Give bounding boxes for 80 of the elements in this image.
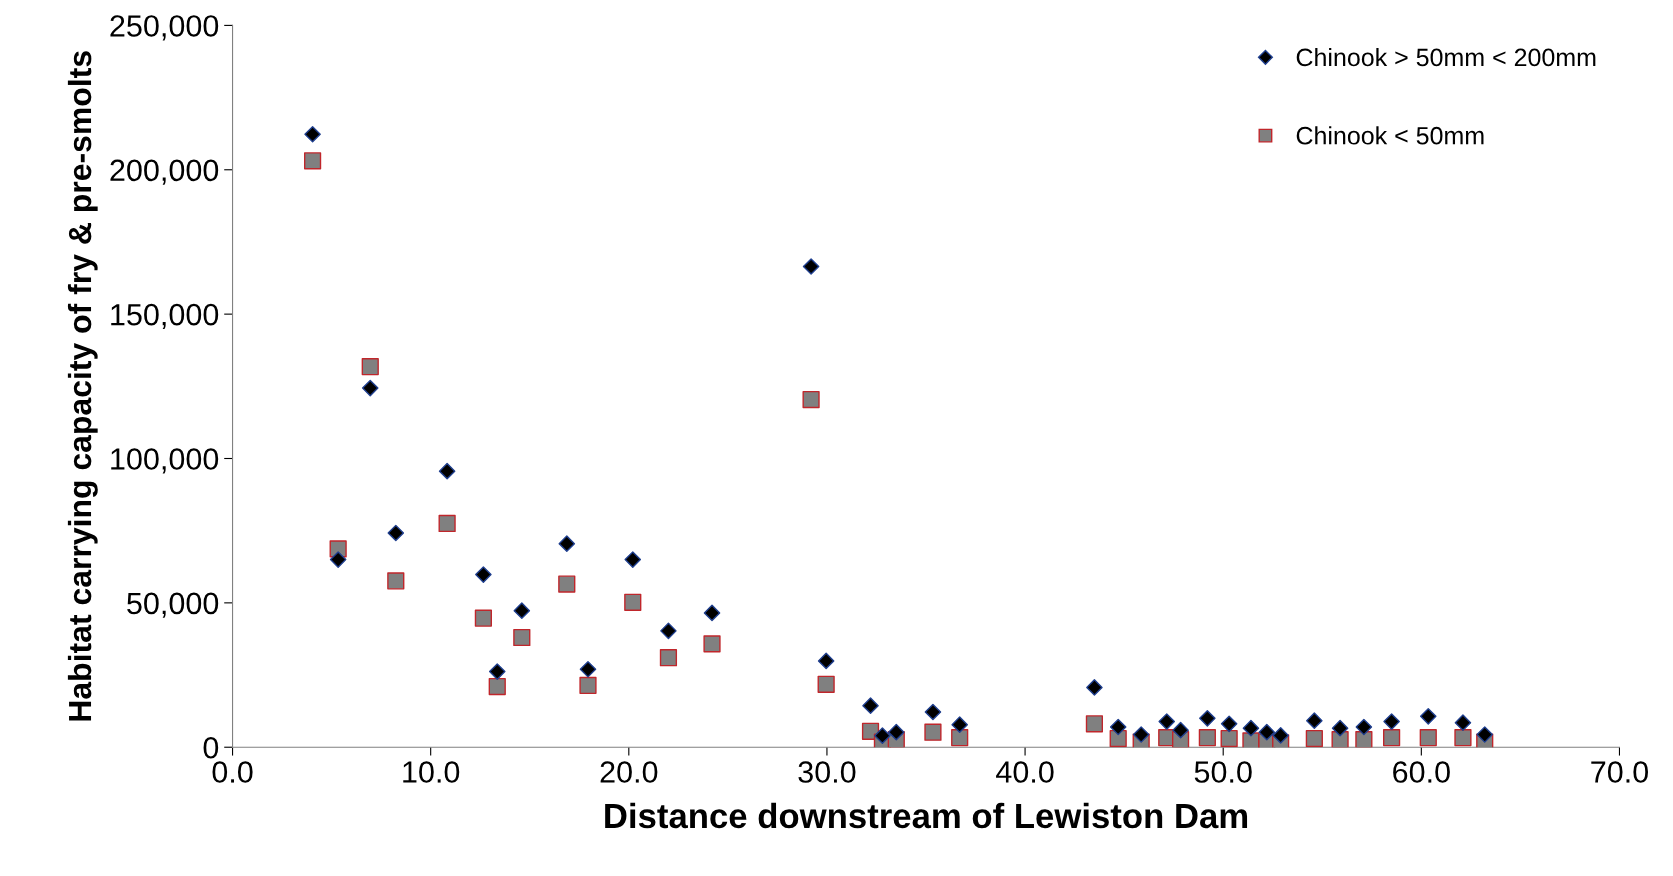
point — [1109, 718, 1127, 736]
point — [513, 628, 531, 647]
point — [303, 152, 322, 170]
x-tick-label: 20.0 — [600, 761, 658, 783]
point — [802, 258, 820, 275]
y-tick-label: 50,000 — [127, 592, 219, 618]
point — [513, 602, 531, 619]
legend-label: Chinook > 50mm < 200mm — [1296, 47, 1596, 67]
point — [703, 604, 721, 622]
point — [817, 675, 835, 693]
x-tick-label: 30.0 — [798, 761, 856, 783]
point — [874, 727, 891, 744]
point — [624, 551, 642, 568]
point — [558, 575, 576, 593]
point — [304, 125, 321, 143]
x-tick-label: 10.0 — [403, 761, 460, 783]
point — [660, 622, 677, 640]
x-tick-label: 50.0 — [1194, 761, 1252, 783]
legend-label: Chinook < 50mm — [1296, 126, 1484, 145]
point — [1086, 679, 1103, 696]
y-tick-label: 0 — [203, 736, 219, 759]
point — [951, 716, 968, 734]
point — [361, 358, 379, 376]
point — [1419, 729, 1437, 747]
point — [579, 660, 597, 678]
point — [1198, 729, 1216, 747]
point — [474, 609, 492, 627]
x-tick-label: 60.0 — [1393, 761, 1450, 783]
point — [1331, 731, 1349, 748]
point — [951, 729, 969, 747]
y-axis-title: Habitat carrying capacity of fry & pre-smolts — [67, 51, 98, 721]
point — [817, 652, 835, 670]
point — [1158, 713, 1176, 730]
point — [1383, 713, 1400, 730]
point — [1172, 721, 1189, 739]
point — [558, 535, 576, 552]
point — [924, 723, 942, 741]
point — [1305, 729, 1323, 748]
y-tick-label: 100,000 — [111, 448, 219, 474]
point — [1476, 726, 1494, 743]
point — [1306, 712, 1323, 729]
point — [438, 462, 456, 480]
point — [1331, 719, 1349, 737]
point — [1132, 726, 1150, 743]
point — [703, 635, 721, 653]
point — [387, 572, 405, 590]
point — [624, 593, 642, 611]
point — [1258, 723, 1276, 741]
x-tick-label: 40.0 — [996, 761, 1054, 783]
point — [924, 703, 942, 721]
point — [659, 649, 678, 667]
point — [1454, 729, 1472, 747]
point — [475, 566, 492, 583]
point — [488, 677, 506, 696]
point — [1242, 719, 1260, 737]
y-tick-label: 250,000 — [110, 15, 219, 41]
x-axis-title: Distance downstream of Lewiston Dam — [605, 802, 1248, 829]
point — [361, 379, 379, 397]
point — [1454, 714, 1472, 731]
point — [1382, 729, 1401, 747]
point — [1419, 708, 1437, 725]
point — [1355, 718, 1373, 736]
point — [1199, 710, 1216, 727]
point — [1085, 715, 1104, 733]
y-tick-label: 200,000 — [110, 159, 219, 185]
point — [438, 514, 456, 533]
y-tick-label: 150,000 — [111, 303, 219, 330]
point — [1220, 729, 1238, 748]
x-tick-label: 0.0 — [212, 761, 253, 783]
point — [488, 663, 506, 680]
point — [887, 723, 905, 741]
point — [579, 676, 597, 695]
point — [802, 390, 820, 409]
point — [1272, 727, 1289, 744]
point — [1220, 715, 1238, 733]
point — [1355, 731, 1373, 748]
point — [329, 551, 347, 568]
point — [387, 524, 405, 542]
point — [862, 697, 879, 714]
x-tick-label: 70.0 — [1591, 761, 1649, 783]
